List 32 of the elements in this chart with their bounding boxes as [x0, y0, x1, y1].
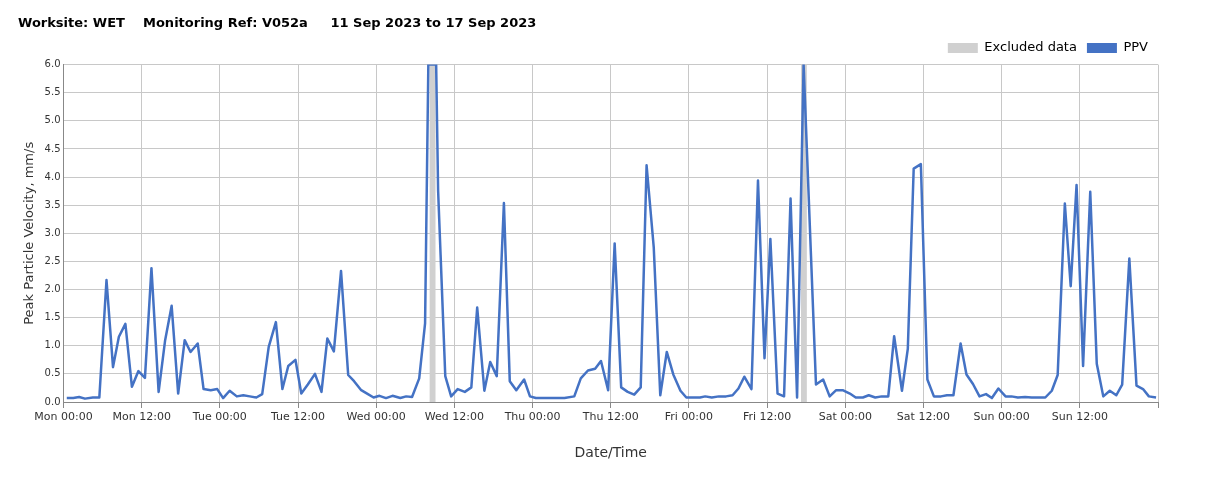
x-tick-label: Mon 00:00: [34, 410, 93, 424]
x-tick-label: Wed 12:00: [424, 410, 484, 424]
x-tick-label: Wed 00:00: [346, 410, 406, 424]
x-tick-label: Mon 12:00: [112, 410, 171, 424]
x-axis-title: Date/Time: [574, 444, 647, 461]
y-tick-label: 0.5: [44, 367, 61, 379]
legend-label: Excluded data: [984, 39, 1077, 55]
x-tick-label: Fri 00:00: [664, 410, 714, 424]
x-tick-label: Thu 00:00: [503, 410, 561, 424]
y-tick-label: 3.5: [44, 198, 61, 210]
y-tick-label: 1.5: [44, 311, 61, 323]
x-tick-label: Sat 12:00: [896, 410, 951, 424]
y-tick-label: 5.5: [44, 86, 61, 98]
y-tick-label: 5.0: [44, 114, 61, 126]
x-tick-label: Thu 12:00: [581, 410, 639, 424]
x-tick-label: Sun 00:00: [973, 410, 1030, 424]
y-tick-label: 3.0: [44, 226, 61, 238]
y-axis-title: Peak Particle Velocity, mm/s: [21, 141, 37, 325]
y-tick-label: 2.5: [44, 255, 61, 267]
x-tick-label: Tue 00:00: [191, 410, 247, 424]
y-tick-label: 4.5: [44, 142, 61, 154]
y-tick-label: 4.0: [44, 170, 61, 182]
chart-title: Worksite: WET Monitoring Ref: V052a 11 Sep 2023 to 17 Sep 2023: [18, 15, 537, 31]
legend-label: PPV: [1123, 39, 1149, 55]
x-tick-label: Fri 12:00: [742, 410, 792, 424]
y-tick-label: 0.0: [44, 395, 61, 407]
y-tick-label: 1.0: [44, 339, 61, 351]
y-tick-label: 6.0: [44, 58, 61, 70]
x-tick-label: Sun 12:00: [1051, 410, 1108, 424]
x-tick-label: Sat 00:00: [818, 410, 872, 424]
y-tick-label: 2.0: [44, 283, 61, 295]
x-tick-label: Tue 12:00: [270, 410, 326, 424]
